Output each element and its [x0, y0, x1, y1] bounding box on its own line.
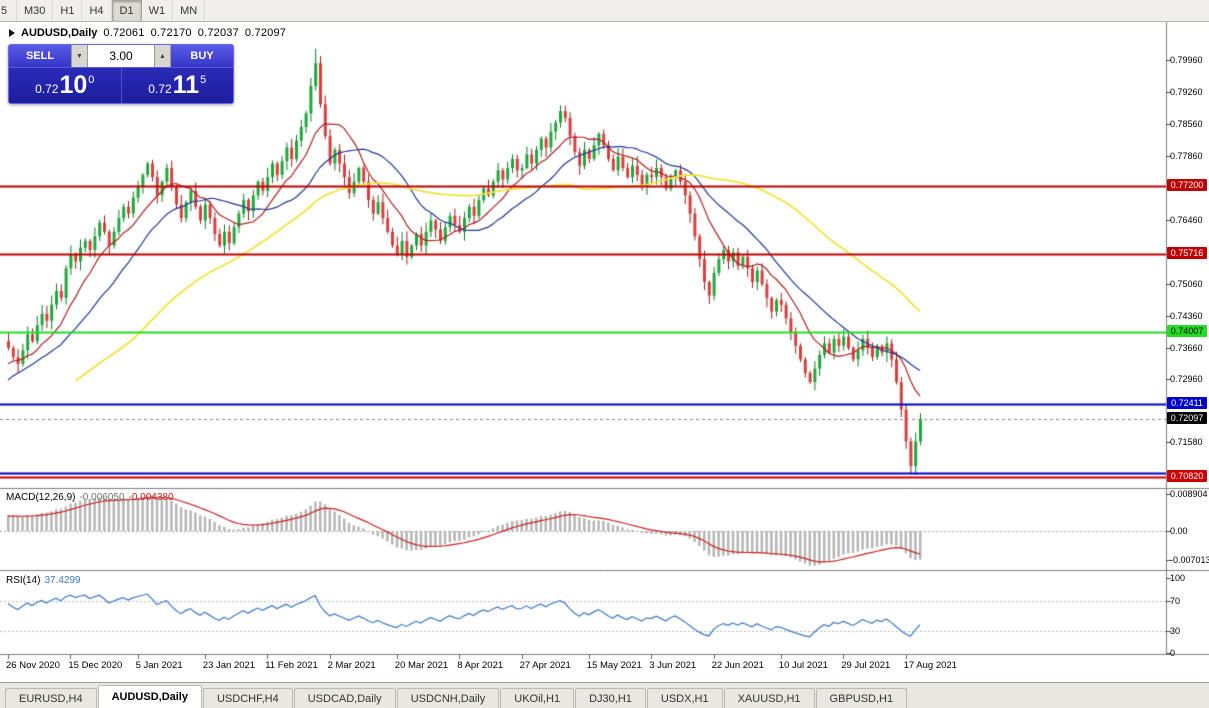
price-axis-tick: 0.77860 [1170, 151, 1203, 162]
date-axis-label: 11 Feb 2021 [265, 660, 318, 671]
volume-decrease-icon[interactable]: ▼ [71, 45, 88, 67]
macd-signal-value: -0.004380 [128, 492, 174, 503]
tab-usdcnh-daily[interactable]: USDCNH,Daily [396, 688, 500, 708]
ohlc-close: 0.72097 [244, 27, 287, 39]
price-axis-tick: 0.72960 [1170, 374, 1203, 385]
timeframe-button-5[interactable]: 5 [0, 0, 17, 21]
tab-eurusd-h4[interactable]: EURUSD,H4 [5, 688, 97, 708]
timeframe-button-M30[interactable]: M30 [17, 0, 54, 21]
date-axis-label: 15 Dec 2020 [68, 660, 123, 671]
timeframe-toolbar: 5 M30 H1 H4 D1 W1 MN [0, 0, 1209, 22]
price-line-label: 0.74007 [1167, 324, 1207, 337]
macd-axis-tick: 0.00 [1170, 526, 1188, 536]
current-price-label: 0.72097 [1167, 411, 1207, 424]
sell-price-prefix: 0.72 [35, 82, 59, 96]
price-line-label: 0.75716 [1167, 246, 1207, 259]
price-line-label: 0.70820 [1167, 469, 1207, 482]
buy-button[interactable]: BUY [171, 45, 233, 67]
sell-button[interactable]: SELL [9, 45, 71, 67]
sell-price-display[interactable]: 0.72 10 0 [9, 68, 122, 103]
date-axis-label: 20 Mar 2021 [394, 660, 449, 671]
macd-label: MACD(12,26,9) -0.006050 -0.004380 [6, 492, 174, 503]
sell-price-main: 10 [59, 71, 88, 99]
chart-header: AUDUSD,Daily 0.72061 0.72170 0.72037 0.7… [9, 27, 286, 39]
rsi-axis-tick: 0 [1170, 648, 1176, 658]
macd-axis-tick: -0.007013 [1170, 555, 1209, 566]
price-axis-tick: 0.73660 [1170, 342, 1203, 353]
rsi-axis-tick: 100 [1170, 573, 1186, 583]
price-axis-tick: 0.78560 [1170, 119, 1203, 130]
tab-xauusd-h1[interactable]: XAUUSD,H1 [723, 688, 815, 708]
rsi-label: RSI(14) 37.4299 [6, 575, 81, 586]
date-axis-label: 15 May 2021 [586, 660, 642, 671]
sell-price-pip: 0 [88, 74, 95, 86]
one-click-trade-panel: SELL ▼ 3.00 ▲ BUY 0.72 10 0 0.72 11 5 [8, 44, 234, 104]
volume-input[interactable]: 3.00 [88, 45, 154, 67]
timeframe-button-D1[interactable]: D1 [111, 0, 142, 21]
ohlc-open: 0.72061 [103, 27, 145, 39]
buy-price-display[interactable]: 0.72 11 5 [122, 68, 234, 103]
price-line-label: 0.77200 [1167, 179, 1207, 192]
macd-name: MACD(12,26,9) [6, 492, 76, 503]
timeframe-button-H4[interactable]: H4 [82, 0, 112, 21]
price-axis-tick: 0.71580 [1170, 437, 1203, 448]
buy-price-main: 11 [172, 71, 200, 99]
rsi-axis-tick: 70 [1170, 595, 1181, 606]
date-axis-label: 5 Jan 2021 [135, 660, 183, 671]
volume-increase-icon[interactable]: ▲ [154, 45, 171, 67]
price-axis-tick: 0.74360 [1170, 310, 1203, 321]
tab-audusd-daily[interactable]: AUDUSD,Daily [97, 685, 202, 708]
macd-axis-tick: 0.008904 [1170, 489, 1208, 499]
date-axis-label: 17 Aug 2021 [903, 660, 957, 671]
ohlc-high: 0.72170 [150, 27, 192, 39]
ohlc-low: 0.72037 [197, 27, 239, 39]
date-axis-label: 22 Jun 2021 [711, 660, 764, 671]
date-axis-label: 2 Mar 2021 [327, 660, 376, 671]
buy-price-pip: 5 [200, 74, 207, 86]
price-axis-tick: 0.79260 [1170, 87, 1203, 98]
tab-usdcad-daily[interactable]: USDCAD,Daily [293, 688, 396, 708]
date-axis-label: 27 Apr 2021 [519, 660, 571, 671]
tab-usdx-h1[interactable]: USDX,H1 [646, 688, 723, 708]
date-axis-label: 8 Apr 2021 [457, 660, 504, 671]
rsi-name: RSI(14) [6, 575, 41, 586]
tab-ukoil-h1[interactable]: UKOil,H1 [500, 688, 575, 708]
timeframe-button-W1[interactable]: W1 [142, 0, 174, 21]
chart-tabs-bar: EURUSD,H4 AUDUSD,Daily USDCHF,H4 USDCAD,Dai… [0, 682, 1209, 708]
timeframe-button-H1[interactable]: H1 [53, 0, 83, 21]
tab-usdchf-h4[interactable]: USDCHF,H4 [202, 688, 293, 708]
tab-gbpusd-h1[interactable]: GBPUSD,H1 [815, 688, 908, 708]
chart-symbol-icon [9, 29, 15, 37]
chart-symbol-label: AUDUSD,Daily [21, 27, 98, 39]
date-axis-label: 26 Nov 2020 [6, 660, 60, 671]
rsi-axis-tick: 30 [1170, 625, 1181, 636]
tab-dj30-h1[interactable]: DJ30,H1 [575, 688, 646, 708]
rsi-value: 37.4299 [44, 575, 81, 586]
buy-price-prefix: 0.72 [148, 82, 172, 96]
date-axis-label: 23 Jan 2021 [202, 660, 256, 671]
date-axis-label: 10 Jul 2021 [778, 660, 828, 671]
price-axis-tick: 0.76460 [1170, 214, 1203, 225]
price-axis-tick: 0.75060 [1170, 278, 1203, 289]
macd-main-value: -0.006050 [79, 492, 125, 503]
timeframe-button-MN[interactable]: MN [173, 0, 206, 21]
price-line-label: 0.72411 [1167, 397, 1207, 410]
date-axis-label: 29 Jul 2021 [841, 660, 891, 671]
date-axis-label: 3 Jun 2021 [649, 660, 697, 671]
price-axis-tick: 0.79960 [1170, 55, 1203, 66]
